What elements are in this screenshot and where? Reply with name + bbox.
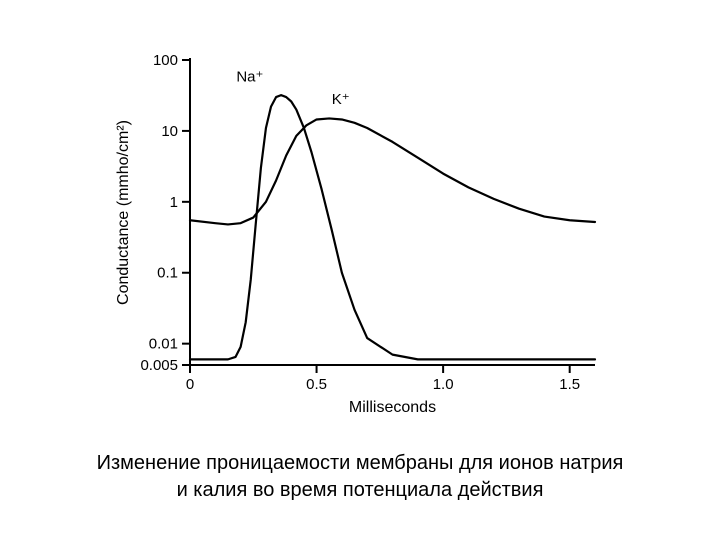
- y-tick-label: 0.1: [157, 265, 178, 282]
- series-na: [190, 95, 595, 359]
- caption-line-1: Изменение проницаемости мембраны для ион…: [40, 450, 680, 477]
- x-tick-label: 0: [186, 376, 194, 393]
- x-tick-label: 0.5: [306, 376, 327, 393]
- caption-line-2: и калия во время потенциала действия: [40, 477, 680, 504]
- y-tick-label: 10: [161, 123, 178, 140]
- y-tick-label: 1: [170, 194, 178, 211]
- y-tick-label: 0.01: [149, 336, 178, 353]
- y-tick-label: 100: [153, 52, 178, 69]
- y-tick-label: 0.005: [140, 357, 178, 374]
- x-axis-label: Milliseconds: [349, 399, 436, 416]
- y-axis-label: Conductance (mmho/cm²): [115, 120, 132, 305]
- chart-svg: 0.005 0.01 0.1 1 10 100 0 0.5 1.0 1.5 Milliseconds…: [110, 40, 610, 420]
- series-label-na: Na⁺: [236, 68, 263, 85]
- conductance-chart: 0.005 0.01 0.1 1 10 100 0 0.5 1.0 1.5 Milliseconds…: [110, 40, 610, 420]
- series-label-k: K⁺: [332, 91, 350, 108]
- x-tick-label: 1.0: [433, 376, 454, 393]
- series-k: [190, 118, 595, 224]
- x-tick-label: 1.5: [559, 376, 580, 393]
- caption: Изменение проницаемости мембраны для ион…: [0, 450, 720, 504]
